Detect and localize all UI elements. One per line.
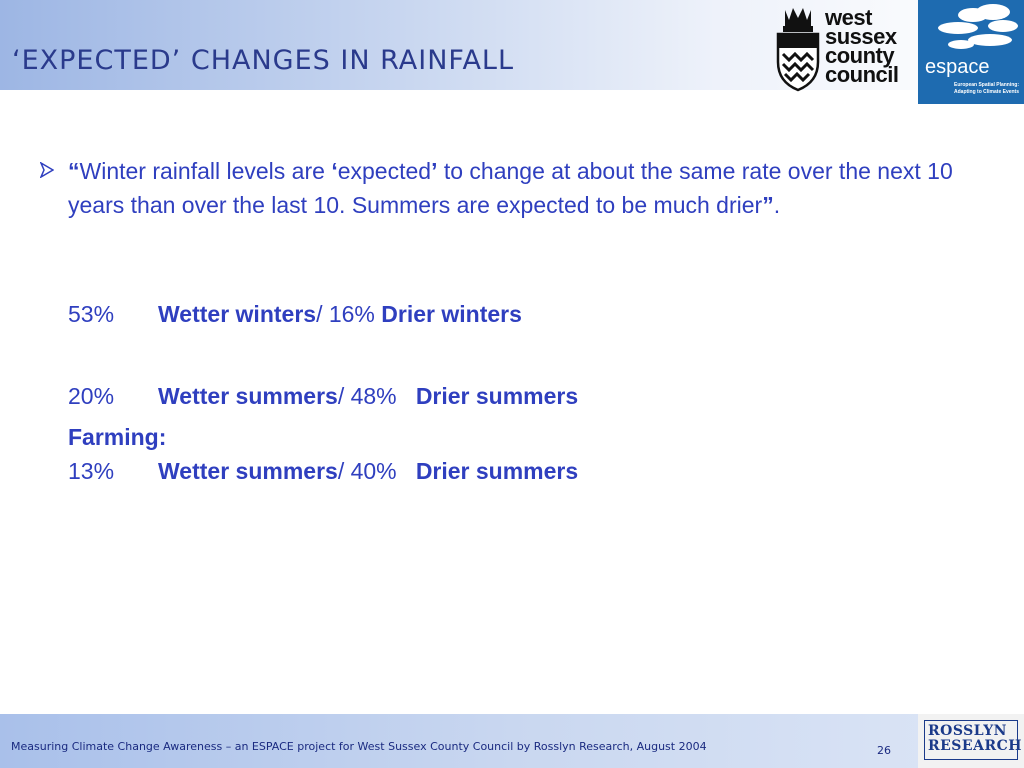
header-bar: ‘EXPECTED’ CHANGES IN RAINFALL west suss… [0, 0, 1024, 104]
stat-sep: / 40% [337, 458, 397, 484]
farming-heading-text: Farming: [68, 424, 167, 450]
rosslyn-line-1: ROSSLYN [928, 723, 1007, 739]
rosslyn-frame-icon [924, 720, 1018, 760]
quote-period: . [773, 192, 781, 218]
stat-label-wetter: Wetter winters [158, 301, 317, 327]
page-number: 26 [877, 744, 891, 757]
espace-tagline: European Spatial Planning: Adapting to C… [954, 82, 1019, 96]
stat-label-wetter: Wetter summers [158, 383, 338, 409]
west-sussex-county-council-logo: west sussex county council [775, 6, 915, 94]
stat-label-drier: Drier summers [415, 383, 579, 409]
farming-heading: Farming: [68, 424, 166, 451]
stat-pct: 20% [68, 383, 115, 409]
stat-sep: / 48% [337, 383, 397, 409]
slide-title: ‘EXPECTED’ CHANGES IN RAINFALL [12, 45, 515, 76]
rosslyn-research-logo: ROSSLYN RESEARCH [918, 714, 1024, 768]
wsc-word-1: west [825, 5, 872, 30]
bullet-quote: “Winter rainfall levels are ‘expected’ t… [68, 154, 978, 222]
wsc-word-3: county [825, 43, 895, 68]
quote-text-2: to change at about the same rate over th… [68, 158, 953, 218]
rosslyn-wordmark: ROSSLYN RESEARCH [928, 724, 1022, 754]
footer-bar: Measuring Climate Change Awareness – an … [0, 714, 1024, 768]
quote-text-1: Winter rainfall levels are [79, 158, 332, 184]
stat-label-wetter: Wetter summers [158, 458, 338, 484]
wsc-word-4: council [825, 62, 899, 87]
espace-logo: espace European Spatial Planning: Adapti… [918, 0, 1024, 104]
wsc-word-2: sussex [825, 24, 897, 49]
stat-pct: 13% [68, 458, 115, 484]
stat-label-drier: Drier winters [381, 301, 522, 327]
stat-label-drier: Drier summers [415, 458, 579, 484]
espace-tagline-line-1: European Spatial Planning: [954, 82, 1020, 88]
stat-pct: 53% [68, 301, 115, 327]
close-quote: ” [762, 192, 774, 218]
right-single-quote: ’ [431, 158, 438, 184]
arrow-bullet-icon [40, 162, 54, 178]
county-crest-icon [776, 8, 820, 92]
left-single-quote: ‘ [331, 158, 338, 184]
espace-wordmark: espace [925, 56, 990, 78]
footer-caption: Measuring Climate Change Awareness – an … [11, 740, 707, 753]
stat-sep: / 16% [316, 301, 375, 327]
quote-expected: expected [337, 158, 432, 184]
rosslyn-line-2: RESEARCH [928, 738, 1022, 754]
open-quote: “ [68, 158, 80, 184]
espace-tagline-line-2: Adapting to Climate Events [954, 89, 1020, 95]
